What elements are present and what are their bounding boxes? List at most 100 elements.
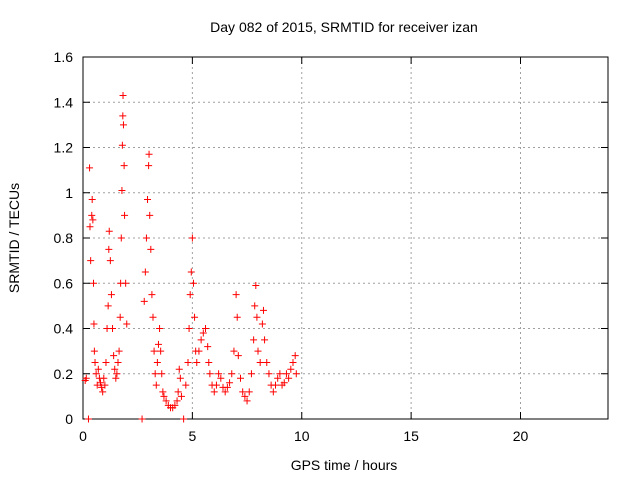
data-point xyxy=(140,297,148,305)
data-point xyxy=(204,343,212,351)
data-point xyxy=(119,112,127,120)
data-point xyxy=(221,388,229,396)
data-point xyxy=(189,279,197,287)
data-point xyxy=(282,370,290,378)
data-point xyxy=(254,347,262,355)
data-point xyxy=(274,374,282,382)
data-point xyxy=(112,374,120,382)
data-point xyxy=(105,245,113,253)
data-point xyxy=(187,268,195,276)
data-point xyxy=(206,370,214,378)
data-point xyxy=(138,415,146,423)
data-point xyxy=(151,370,159,378)
y-tick-label: 1.2 xyxy=(54,140,74,156)
data-point xyxy=(188,234,196,242)
data-point xyxy=(265,370,273,378)
data-point xyxy=(99,388,107,396)
data-point xyxy=(119,121,127,129)
data-point xyxy=(90,279,97,287)
data-point xyxy=(110,352,118,360)
data-point xyxy=(237,374,244,382)
data-point xyxy=(263,358,271,366)
data-point xyxy=(102,358,110,366)
data-point xyxy=(180,415,188,423)
grid xyxy=(83,57,608,419)
data-point xyxy=(145,150,153,158)
data-point xyxy=(202,325,209,332)
data-point xyxy=(159,388,167,396)
data-point xyxy=(212,381,220,389)
data-point xyxy=(287,365,295,373)
data-point xyxy=(291,352,299,360)
data-point xyxy=(109,325,117,332)
data-point xyxy=(150,347,158,355)
data-point xyxy=(105,227,113,235)
data-point xyxy=(101,381,109,389)
data-point xyxy=(251,302,259,310)
data-point xyxy=(243,397,251,405)
data-point xyxy=(160,392,168,400)
data-point xyxy=(82,374,90,382)
data-point xyxy=(223,383,231,391)
plot-frame xyxy=(82,56,609,420)
data-point xyxy=(88,196,96,204)
data-point xyxy=(157,347,165,355)
data-point xyxy=(100,374,108,382)
data-point xyxy=(158,370,166,378)
y-tick-label: 1.6 xyxy=(54,49,74,65)
data-point xyxy=(289,358,297,366)
data-point xyxy=(241,392,249,400)
data-point xyxy=(285,374,293,382)
data-point xyxy=(245,388,253,396)
data-point xyxy=(92,370,100,378)
data-point xyxy=(197,336,205,344)
y-tick-label: 0.4 xyxy=(54,321,74,337)
data-point xyxy=(193,358,201,366)
data-point xyxy=(171,401,179,409)
data-point xyxy=(148,291,156,299)
data-point xyxy=(149,313,157,321)
data-point xyxy=(261,336,269,344)
data-point xyxy=(90,320,98,328)
data-point xyxy=(123,320,131,328)
y-tick-label: 0.6 xyxy=(54,275,74,291)
data-point xyxy=(162,397,170,405)
data-point xyxy=(269,388,277,396)
data-point xyxy=(217,374,225,382)
data-point xyxy=(182,381,190,389)
chart-title: Day 082 of 2015, SRMTID for receiver iza… xyxy=(210,19,478,35)
data-point xyxy=(97,379,104,387)
x-axis-label: GPS time / hours xyxy=(291,457,398,473)
data-point xyxy=(252,282,260,290)
data-point xyxy=(239,388,247,396)
data-point xyxy=(111,365,119,373)
data-point xyxy=(91,358,99,366)
data-point xyxy=(115,347,123,355)
data-point xyxy=(120,162,128,170)
data-point xyxy=(175,365,183,373)
data-point xyxy=(258,320,266,328)
data-point xyxy=(118,141,126,149)
y-tick-label: 0 xyxy=(65,411,73,427)
data-point xyxy=(256,358,264,366)
data-point xyxy=(191,313,199,321)
data-point xyxy=(230,347,238,355)
data-points xyxy=(81,91,300,423)
data-point xyxy=(86,164,94,172)
data-point xyxy=(121,211,129,219)
data-point xyxy=(147,245,155,253)
data-point xyxy=(276,370,284,378)
data-point xyxy=(141,268,149,276)
data-point xyxy=(199,329,207,337)
axis-ticks: 0 0.2 0.4 0.6 0.8 1 1.2 1.4 1.6 0 5 10 15 20 xyxy=(54,49,608,444)
data-point xyxy=(87,257,95,265)
data-point xyxy=(106,257,114,265)
data-point xyxy=(205,358,213,366)
data-point xyxy=(259,306,267,314)
x-tick-label: 10 xyxy=(294,428,310,444)
y-tick-label: 1.4 xyxy=(54,94,74,110)
data-point xyxy=(234,352,242,360)
data-point xyxy=(185,325,193,332)
data-point xyxy=(173,397,181,405)
data-point xyxy=(250,336,258,344)
